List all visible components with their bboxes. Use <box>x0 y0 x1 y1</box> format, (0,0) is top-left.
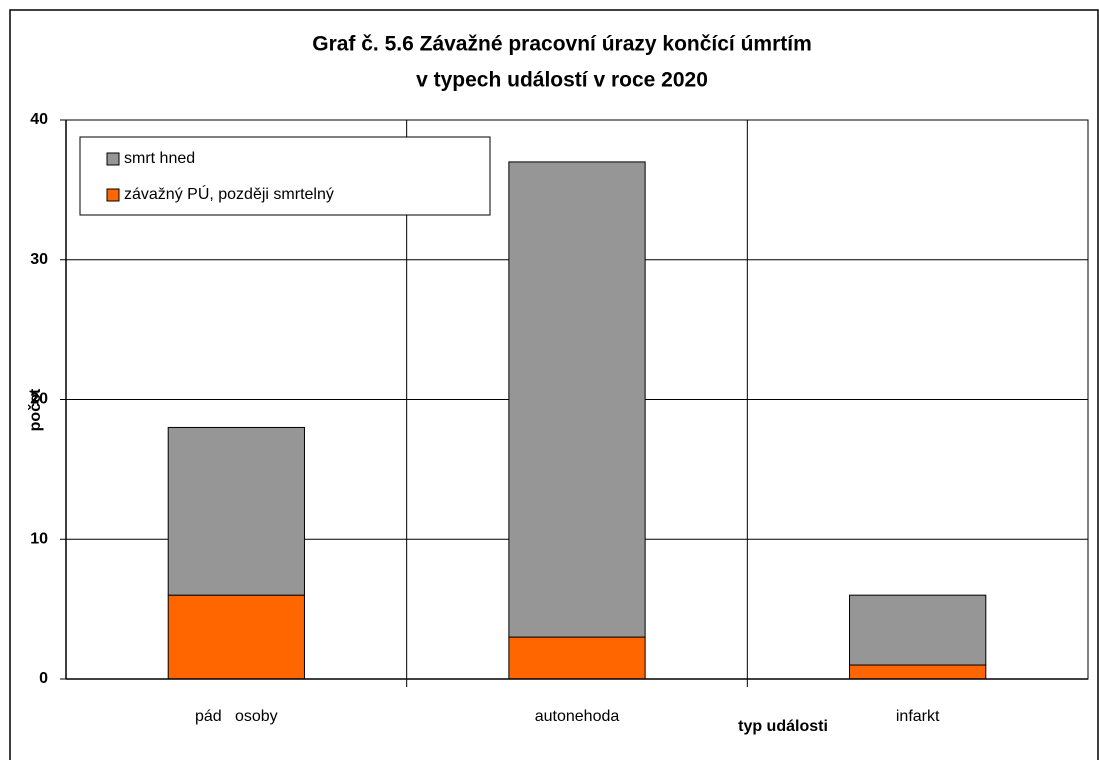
legend-label: smrt hned <box>124 150 195 167</box>
legend-label: závažný PÚ, později smrtelný <box>124 184 334 203</box>
x-tick-label: autonehoda <box>535 708 620 725</box>
bar-segment <box>849 594 987 666</box>
bar-segment <box>508 161 646 638</box>
x-tick-label: infarkt <box>896 708 940 725</box>
bar-segment <box>849 664 987 680</box>
legend-swatch <box>106 188 120 202</box>
y-tick-label: 40 <box>30 111 48 128</box>
bar-segment <box>508 636 646 680</box>
bar-segment <box>167 594 305 680</box>
chart-title: Graf č. 5.6 Závažné pracovní úrazy končí… <box>312 33 812 56</box>
x-tick-label: pád osoby <box>195 708 278 725</box>
bar-segment <box>167 426 305 596</box>
y-tick-label: 0 <box>39 670 48 687</box>
y-axis-label: počet <box>27 388 44 431</box>
chart-title: v typech událostí v roce 2020 <box>416 69 708 92</box>
legend-swatch <box>106 152 120 166</box>
y-tick-label: 30 <box>30 251 48 268</box>
x-axis-label: typ události <box>738 718 828 735</box>
legend-box <box>79 136 491 216</box>
legend: smrt hned závažný PÚ, později smrtelný <box>79 136 491 216</box>
y-tick-label: 20 <box>30 391 48 408</box>
y-tick-label: 10 <box>30 530 48 547</box>
plot-area: 0 10 20 30 40 pád osoby autonehoda infarkt smrt … <box>30 111 1089 725</box>
